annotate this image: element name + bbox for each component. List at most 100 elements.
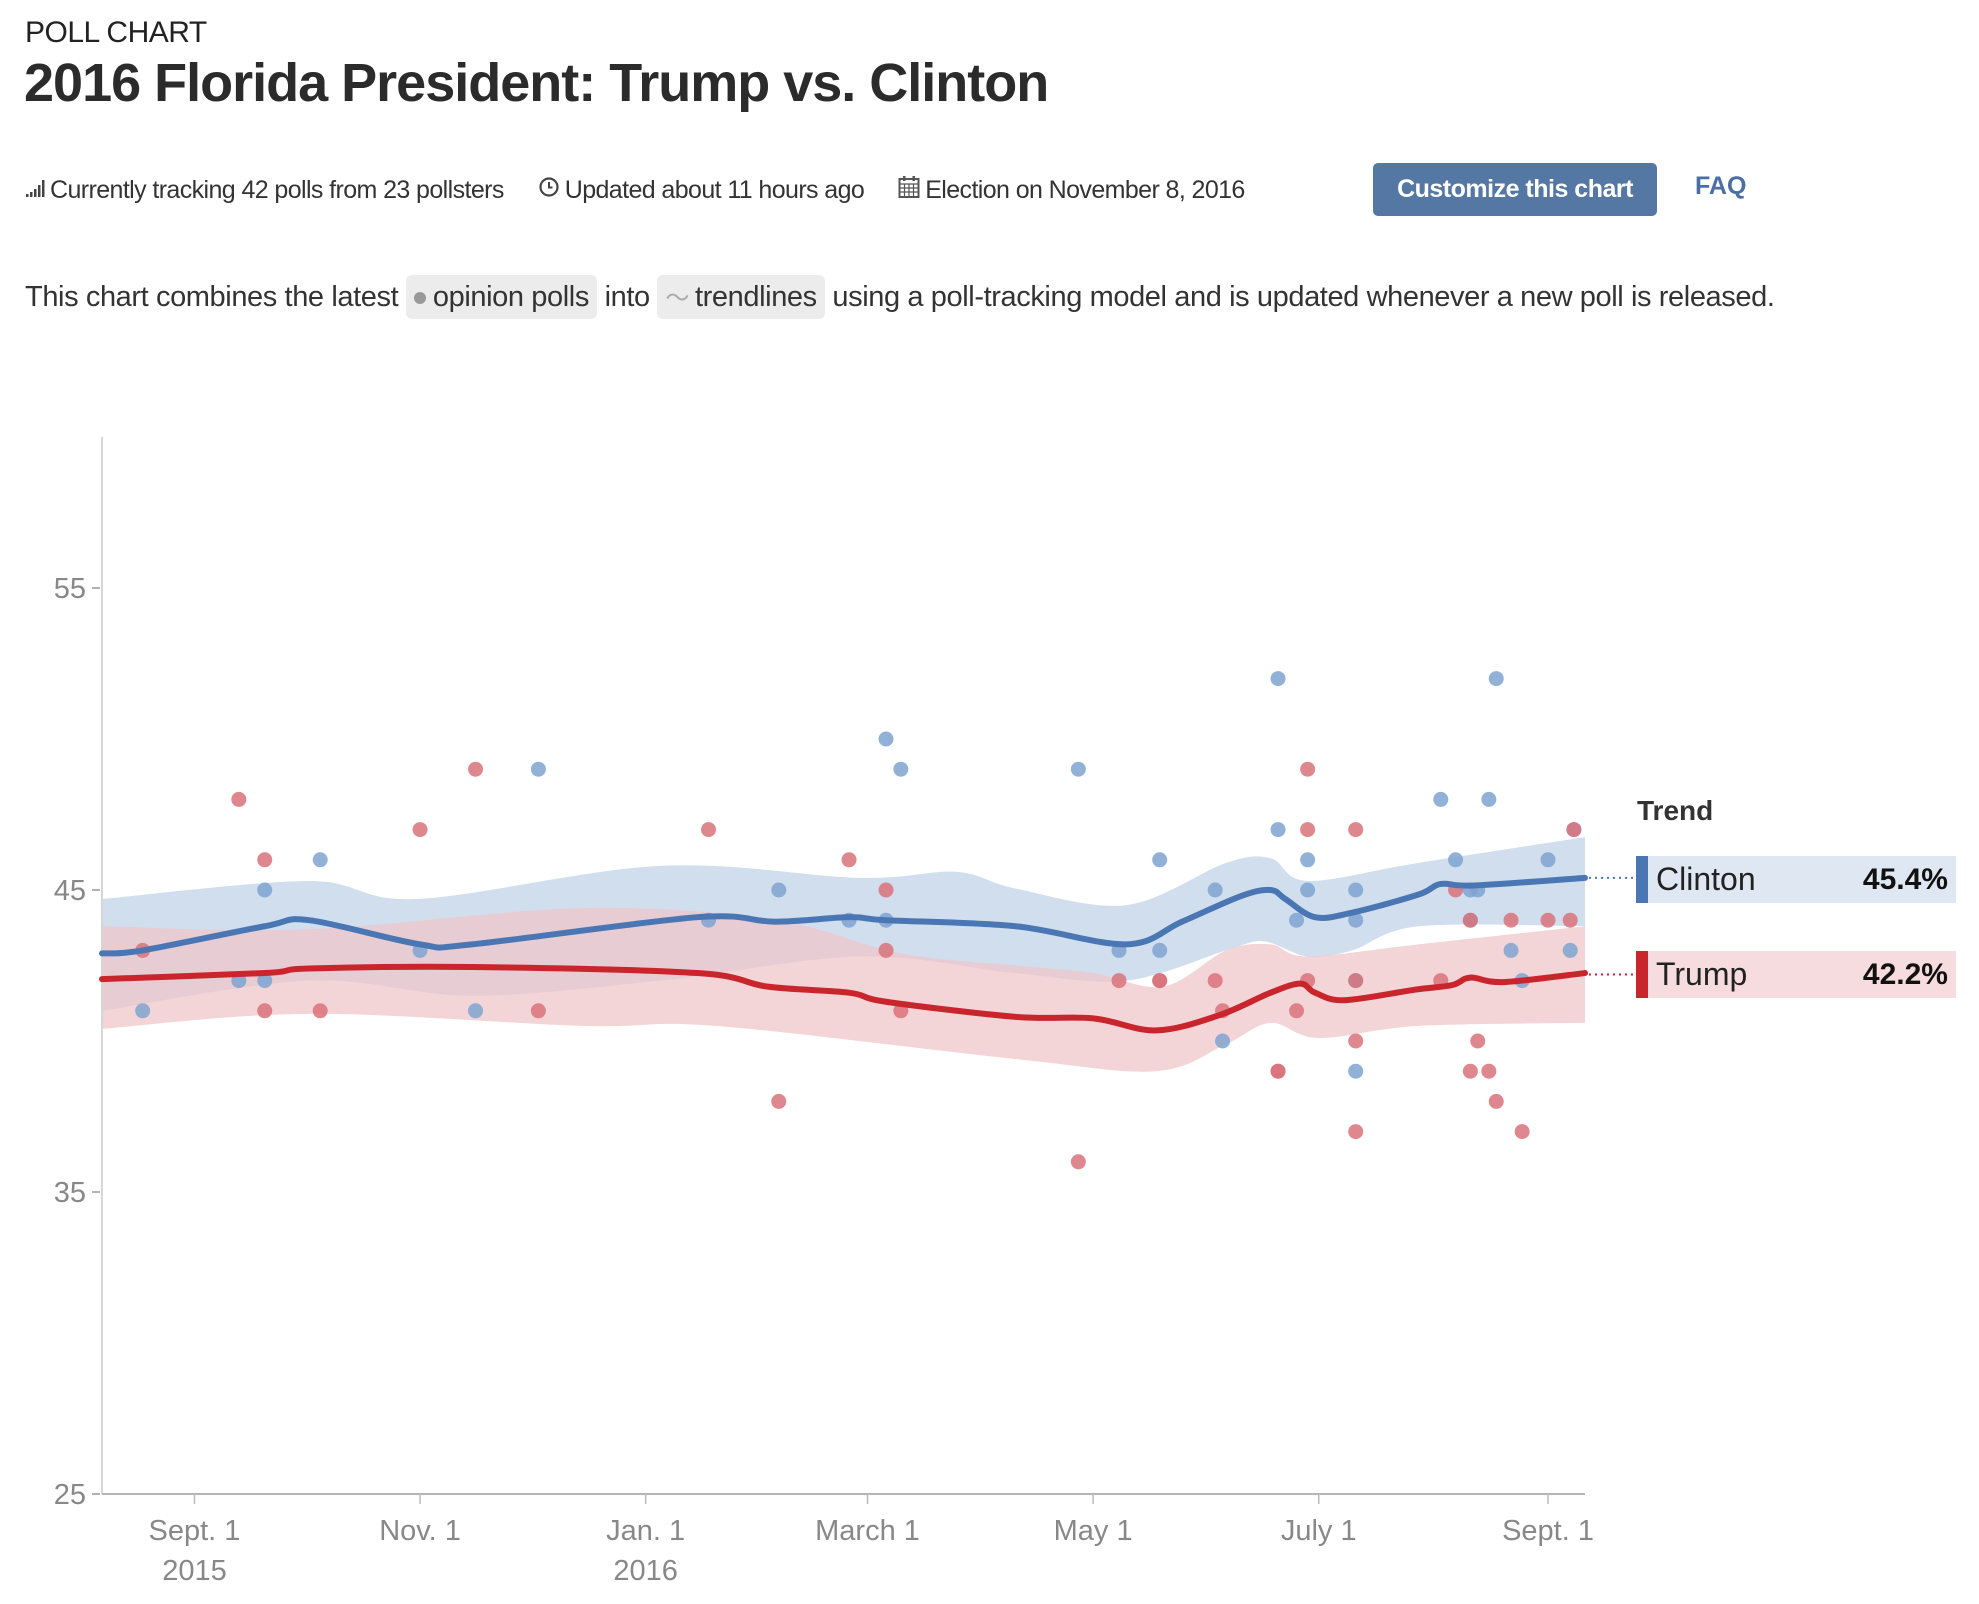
- poll-point-clinton: [893, 761, 909, 777]
- opinion-polls-chip: opinion polls: [405, 275, 597, 319]
- poll-point-trump: [1462, 912, 1478, 928]
- poll-point-trump: [1348, 1124, 1364, 1140]
- description-text-1: This chart combines the latest: [25, 281, 406, 313]
- legend-title: Trend: [1637, 795, 1714, 826]
- poll-point-trump: [1488, 1093, 1504, 1109]
- meta-bar: Currently tracking 42 polls from 23 poll…: [25, 168, 1279, 212]
- x-tick-label: Sept. 1: [1502, 1515, 1594, 1547]
- poll-point-trump: [878, 882, 894, 898]
- poll-point-clinton: [1348, 882, 1364, 898]
- trendlines-label: trendlines: [695, 281, 817, 313]
- x-tick-label: Sept. 1: [149, 1515, 241, 1547]
- x-tick-sublabel: 2015: [162, 1555, 227, 1587]
- poll-point-trump: [231, 791, 247, 807]
- clock-icon: [538, 176, 560, 205]
- poll-point-clinton: [1215, 1033, 1231, 1049]
- y-tick-label: 35: [54, 1177, 86, 1209]
- poll-point-clinton: [468, 1003, 484, 1019]
- poll-point-trump: [1111, 973, 1127, 989]
- y-tick-label: 45: [54, 875, 86, 907]
- poll-point-trump: [841, 852, 857, 868]
- poll-point-clinton: [1270, 671, 1286, 687]
- trend-line-trump: [99, 963, 1588, 1034]
- poll-dot-icon: [413, 292, 426, 305]
- poll-point-clinton: [771, 882, 787, 898]
- faq-link[interactable]: FAQ: [1695, 172, 1747, 200]
- poll-point-clinton: [1562, 942, 1578, 958]
- poll-point-clinton: [1448, 852, 1464, 868]
- legend-value-trump: 42.2%: [1862, 957, 1948, 991]
- poll-point-trump: [701, 822, 717, 838]
- poll-point-trump: [1152, 973, 1168, 989]
- poll-point-clinton: [1289, 912, 1305, 928]
- poll-point-trump: [1070, 1154, 1086, 1170]
- election-info: Election on November 8, 2016: [898, 175, 1245, 206]
- updated-text: Updated about 11 hours ago: [564, 175, 865, 204]
- poll-point-clinton: [530, 761, 546, 777]
- poll-point-clinton: [1348, 912, 1364, 928]
- trend-lines: [99, 874, 1634, 1034]
- page-title: 2016 Florida President: Trump vs. Clinto…: [24, 53, 1049, 113]
- poll-point-trump: [1562, 912, 1578, 928]
- poll-point-clinton: [1481, 791, 1497, 807]
- poll-point-clinton: [1207, 882, 1223, 898]
- y-tick-label: 25: [54, 1479, 86, 1511]
- poll-point-clinton: [1152, 852, 1168, 868]
- poll-point-trump: [1566, 822, 1582, 838]
- poll-point-clinton: [878, 731, 894, 747]
- poll-point-trump: [1270, 1063, 1286, 1079]
- poll-point-clinton: [257, 973, 273, 989]
- legend-swatch-clinton: [1636, 856, 1648, 903]
- poll-point-trump: [312, 1003, 328, 1019]
- poll-point-trump: [1503, 912, 1519, 928]
- legend-name-clinton: Clinton: [1656, 861, 1756, 897]
- x-tick-sublabel: 2016: [613, 1555, 678, 1587]
- poll-point-trump: [1289, 1003, 1305, 1019]
- poll-point-clinton: [1488, 671, 1504, 687]
- legend-name-trump: Trump: [1656, 956, 1748, 992]
- election-text: Election on November 8, 2016: [925, 175, 1245, 204]
- poll-point-clinton: [135, 1003, 151, 1019]
- trendlines-chip: 〜 trendlines: [657, 275, 825, 319]
- poll-point-trump: [1462, 1063, 1478, 1079]
- customize-chart-button[interactable]: Customize this chart: [1373, 163, 1657, 216]
- tracking-text: Currently tracking 42 polls from 23 poll…: [50, 175, 504, 204]
- poll-point-clinton: [1152, 942, 1168, 958]
- signal-bars-icon: [25, 176, 45, 205]
- x-tick-label: Nov. 1: [379, 1515, 461, 1547]
- poll-point-trump: [468, 761, 484, 777]
- poll-point-trump: [1481, 1063, 1497, 1079]
- poll-point-trump: [257, 1003, 273, 1019]
- poll-points: [135, 671, 1582, 1170]
- poll-point-trump: [1540, 912, 1556, 928]
- uncertainty-bands: [102, 837, 1585, 1072]
- poll-point-clinton: [312, 852, 328, 868]
- poll-point-clinton: [1503, 942, 1519, 958]
- poll-point-trump: [1470, 1033, 1486, 1049]
- poll-point-trump: [1514, 1124, 1530, 1140]
- poll-point-trump: [257, 852, 273, 868]
- description-text-2: into: [596, 281, 658, 313]
- x-tick-label: March 1: [815, 1515, 920, 1547]
- poll-point-trump: [771, 1093, 787, 1109]
- poll-point-trump: [878, 942, 894, 958]
- poll-point-trump: [530, 1003, 546, 1019]
- legend-swatch-trump: [1636, 951, 1648, 998]
- poll-point-trump: [1300, 822, 1316, 838]
- x-tick-label: July 1: [1281, 1515, 1357, 1547]
- poll-point-clinton: [1300, 852, 1316, 868]
- x-tick-label: May 1: [1054, 1515, 1133, 1547]
- poll-point-trump: [1348, 1033, 1364, 1049]
- calendar-icon: [898, 175, 920, 206]
- legend-item-clinton[interactable]: Clinton 45.4%: [1636, 856, 1956, 903]
- poll-point-clinton: [1300, 882, 1316, 898]
- poll-point-clinton: [1348, 1063, 1364, 1079]
- poll-point-clinton: [257, 882, 273, 898]
- x-tick-label: Jan. 1: [606, 1515, 685, 1547]
- legend-item-trump[interactable]: Trump 42.2%: [1636, 951, 1956, 998]
- y-tick-label: 55: [54, 573, 86, 605]
- trendline-icon: 〜: [665, 285, 690, 312]
- poll-point-clinton: [1540, 852, 1556, 868]
- poll-point-trump: [1348, 973, 1364, 989]
